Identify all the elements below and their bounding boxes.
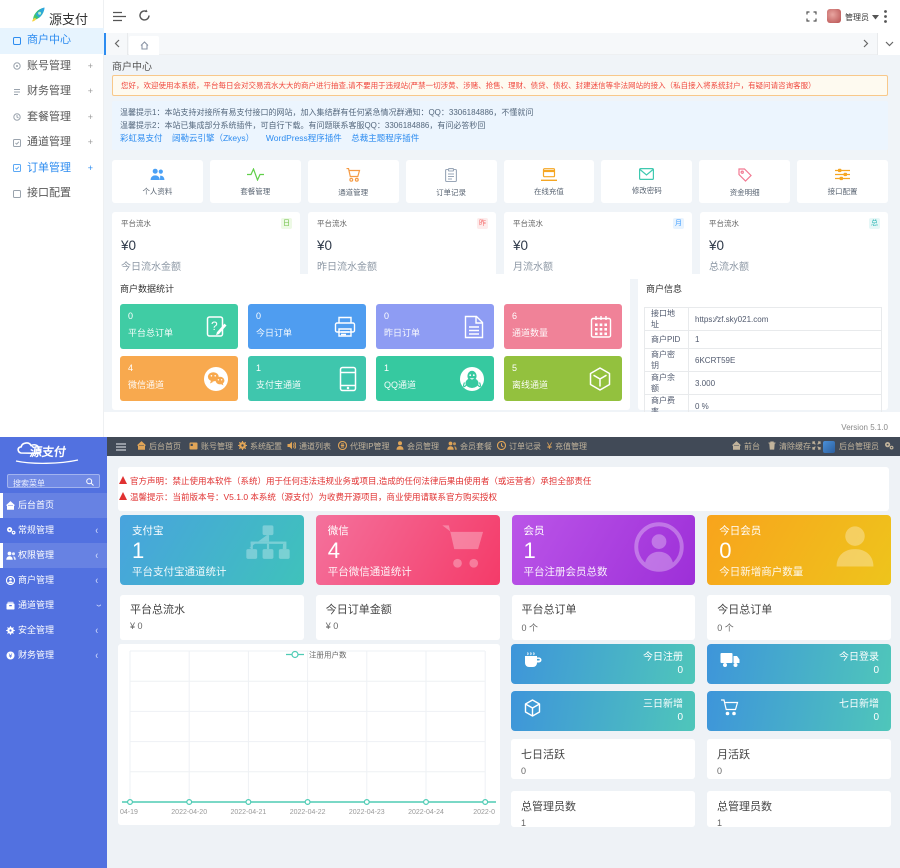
svg-text:¥: ¥: [9, 653, 13, 660]
svg-text:2022-04-24: 2022-04-24: [408, 809, 444, 816]
svg-text:2022-04-23: 2022-04-23: [349, 809, 385, 816]
svg-text:04-19: 04-19: [120, 809, 138, 816]
svg-text:2022-04-21: 2022-04-21: [230, 809, 266, 816]
svg-text:2022-04-22: 2022-04-22: [290, 809, 326, 816]
svg-text:2022-0: 2022-0: [473, 809, 495, 816]
svg-text:注册用户数: 注册用户数: [309, 650, 347, 660]
svg-text:?: ?: [211, 319, 218, 333]
svg-text:2022-04-20: 2022-04-20: [171, 809, 207, 816]
